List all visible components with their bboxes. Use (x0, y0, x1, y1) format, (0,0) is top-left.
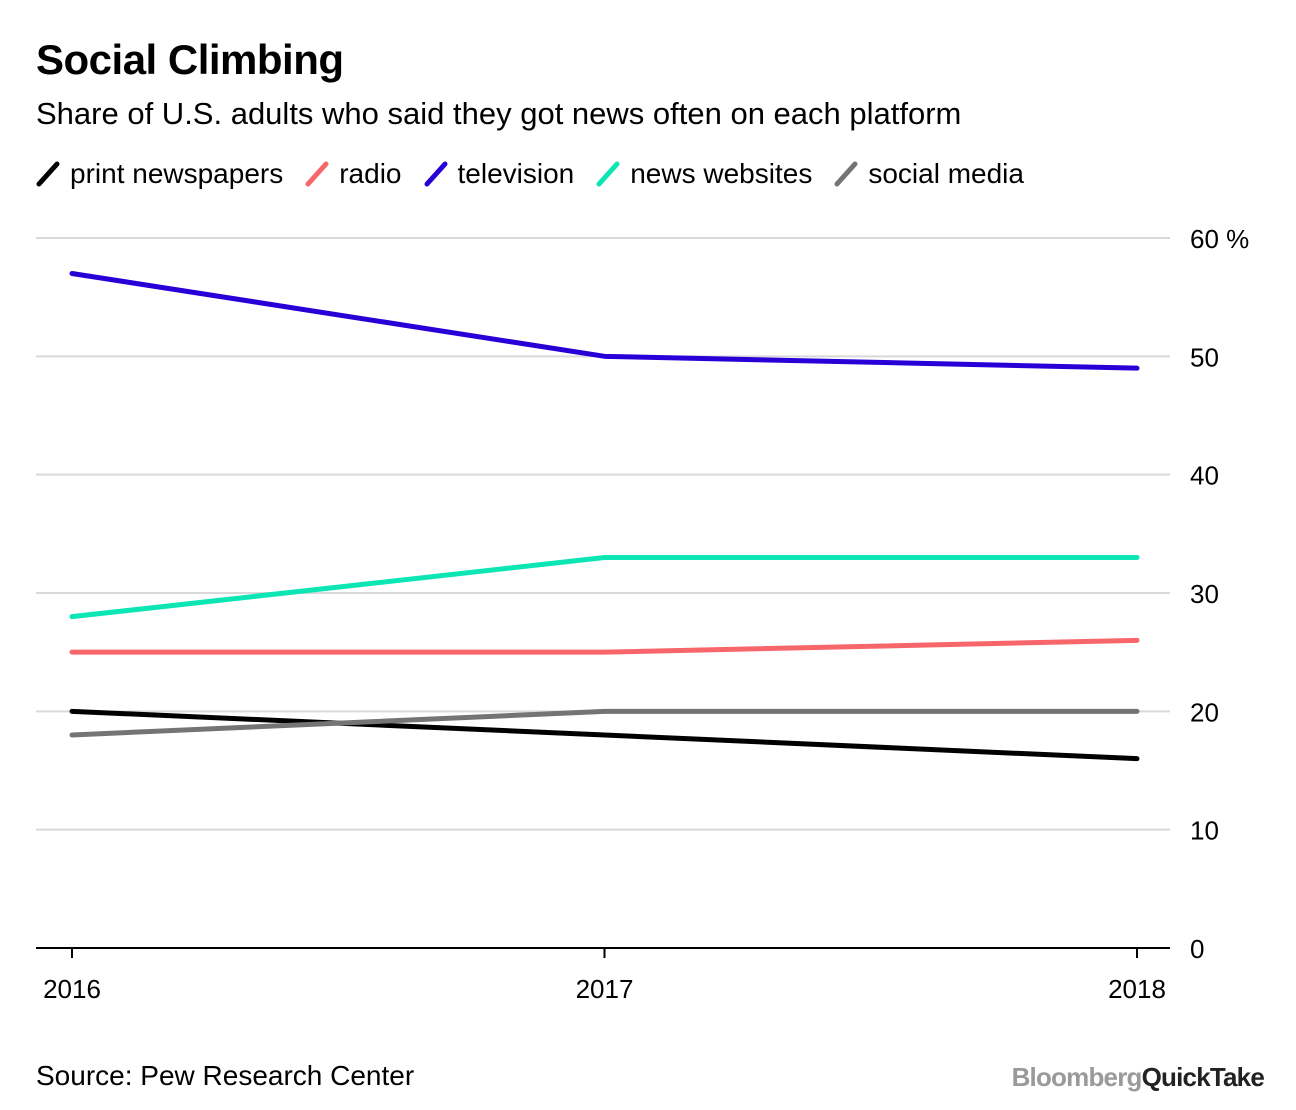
legend-item-social-media: social media (834, 158, 1024, 190)
brand-part-2: QuickTake (1141, 1062, 1265, 1092)
legend-label: social media (868, 158, 1024, 189)
legend-swatch-icon (305, 161, 329, 187)
legend-item-television: television (424, 158, 575, 190)
series-line-television (69, 271, 1140, 371)
series-lines (69, 271, 1140, 762)
y-tick-label-30: 30 (1190, 579, 1219, 609)
legend-swatch-icon (36, 161, 60, 187)
series-line-social-media (69, 708, 1140, 738)
legend-swatch-icon (424, 161, 448, 187)
legend-label: news websites (630, 158, 813, 189)
y-tick-label-60: 60 % (1190, 224, 1249, 254)
legend: print newspapers radio television news webs… (36, 156, 1046, 192)
brand-logo: BloombergQuickTake (1011, 1062, 1265, 1093)
legend-label: television (457, 158, 575, 189)
x-tick-label-2018: 2018 (1108, 974, 1166, 1004)
x-tick-label-2016: 2016 (43, 974, 101, 1004)
legend-swatch-icon (834, 161, 858, 187)
series-news-websites (69, 555, 1140, 620)
legend-item-print-newspapers: print newspapers (36, 158, 283, 190)
y-tick-label-10: 10 (1190, 816, 1219, 846)
series-print-newspapers (69, 708, 1140, 762)
y-tick-label-50: 50 (1190, 342, 1219, 372)
x-tick-label-2017: 2017 (576, 974, 634, 1004)
brand-part-1: Bloomberg (1011, 1062, 1143, 1092)
line-chart: 0 10 20 30 40 50 60 % 2016 2017 2018 (36, 224, 1249, 1004)
chart-title: Social Climbing (36, 36, 344, 83)
x-axis: 2016 2017 2018 (36, 947, 1170, 1004)
y-tick-label-40: 40 (1190, 461, 1219, 491)
series-social-media (69, 708, 1140, 738)
series-line-radio (69, 637, 1140, 655)
series-line-news-websites (69, 555, 1140, 620)
legend-item-radio: radio (305, 158, 402, 190)
y-tick-label-20: 20 (1190, 697, 1219, 727)
source-note: Source: Pew Research Center (36, 1060, 415, 1091)
legend-swatch-icon (596, 161, 620, 187)
legend-label: print newspapers (70, 158, 284, 189)
y-axis-ticks: 0 10 20 30 40 50 60 % (1190, 224, 1249, 964)
gridlines (36, 237, 1170, 831)
legend-label: radio (339, 158, 402, 189)
series-radio (69, 637, 1140, 655)
y-tick-label-0: 0 (1190, 934, 1204, 964)
series-television (69, 271, 1140, 371)
chart-subtitle: Share of U.S. adults who said they got n… (36, 96, 962, 131)
legend-item-news-websites: news websites (596, 158, 812, 190)
